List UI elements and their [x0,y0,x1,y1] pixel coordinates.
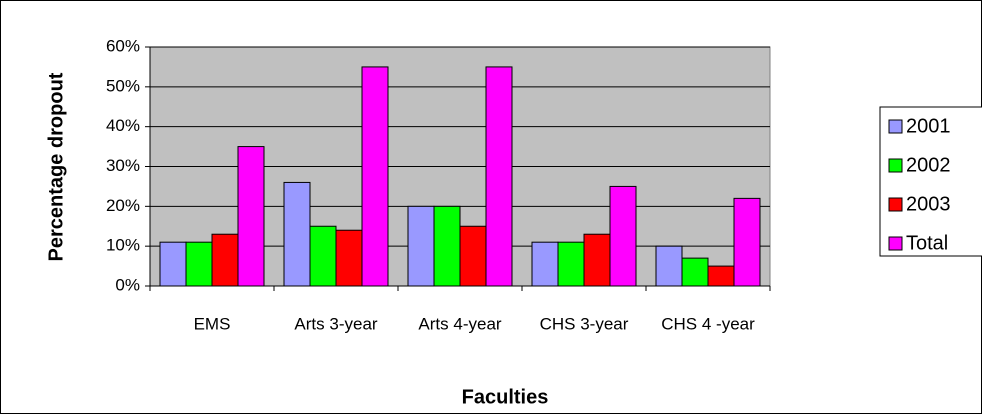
bar [185,241,213,287]
y-tick-label: 10% [106,236,140,255]
bar [459,225,487,287]
bar [159,241,187,287]
bar [361,66,389,287]
bar [557,241,585,287]
bar [655,245,683,287]
bar [485,66,513,287]
x-tick-label: Arts 4-year [418,314,501,333]
y-axis-title: Percentage dropout [45,72,67,261]
x-tick-label: EMS [194,314,231,333]
y-tick-label: 40% [106,116,140,135]
x-tick-label: CHS 3-year [540,314,629,333]
bar [707,265,735,287]
bar [283,181,311,287]
x-tick-label: Arts 3-year [294,314,377,333]
bar [237,146,265,287]
y-tick-label: 0% [115,275,140,294]
bar [583,233,611,287]
legend-swatch [888,236,903,251]
legend-swatch [888,197,903,212]
y-tick-label: 30% [106,156,140,175]
legend-label: 2003 [906,193,951,215]
x-tick-label: CHS 4 -year [661,314,755,333]
y-tick-label: 50% [106,76,140,95]
legend-swatch [888,119,903,134]
bar [531,241,559,287]
bar [681,257,709,287]
y-tick-label: 60% [106,36,140,55]
bar [211,233,239,287]
bar [407,205,435,287]
legend-label: 2002 [906,154,951,176]
legend-label: 2001 [906,115,951,137]
bar [309,225,337,287]
x-axis-title: Faculties [462,386,549,408]
bar [433,205,461,287]
bar [335,229,363,287]
legend-swatch [888,158,903,173]
bar [609,185,637,287]
bar [733,197,761,287]
y-tick-label: 20% [106,196,140,215]
legend-label: Total [906,232,948,254]
